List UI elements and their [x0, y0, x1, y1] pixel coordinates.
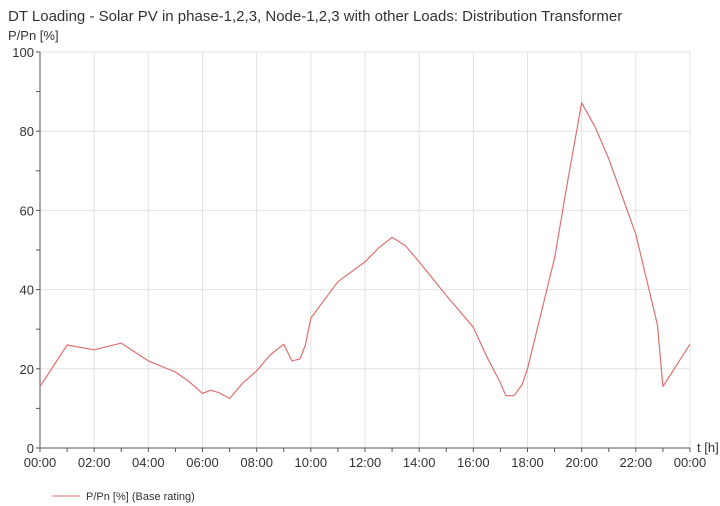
y-axis-label: P/Pn [%]: [8, 28, 59, 43]
x-tick-label: 06:00: [186, 455, 219, 470]
x-tick-label: 16:00: [457, 455, 490, 470]
y-tick-label: 100: [12, 45, 34, 60]
x-tick-label: 22:00: [620, 455, 653, 470]
x-tick-label: 02:00: [78, 455, 111, 470]
x-tick-label: 18:00: [511, 455, 544, 470]
series-line: [39, 102, 691, 400]
chart-title: DT Loading - Solar PV in phase-1,2,3, No…: [8, 8, 622, 25]
y-tick-label: 80: [20, 124, 34, 139]
y-tick-label: 0: [27, 441, 34, 456]
x-tick-label: 20:00: [565, 455, 598, 470]
x-tick-label: 10:00: [295, 455, 328, 470]
x-tick-labels: 00:00 02:00 04:00 06:00 08:00 10:00 12:00 14:00…: [24, 455, 707, 470]
x-tick-label: 00:00: [24, 455, 57, 470]
y-tick-label: 20: [20, 362, 34, 377]
x-tick-label: 08:00: [240, 455, 273, 470]
legend: P/Pn [%] (Base rating): [52, 491, 195, 503]
y-tick-labels: 0 20 40 60 80 100: [12, 45, 34, 456]
x-tick-label: 04:00: [132, 455, 165, 470]
y-tick-label: 40: [20, 283, 34, 298]
gridlines: [39, 51, 691, 449]
tick-marks: [36, 51, 691, 452]
series-layer: [39, 102, 691, 400]
x-tick-label: 14:00: [403, 455, 436, 470]
x-tick-label: 12:00: [349, 455, 382, 470]
x-axis-label: t [h]: [697, 440, 719, 455]
y-tick-label: 60: [20, 203, 34, 218]
x-tick-label: 00:00: [674, 455, 707, 470]
legend-label: P/Pn [%] (Base rating): [86, 491, 195, 503]
